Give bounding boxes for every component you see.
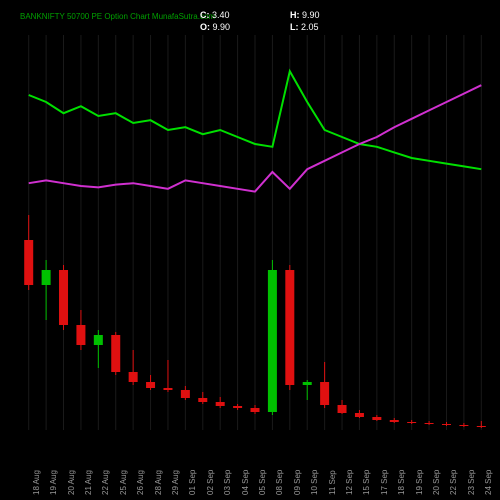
- x-label: 18 Aug: [32, 470, 41, 495]
- candle: [268, 270, 277, 412]
- x-label: 25 Aug: [119, 470, 128, 495]
- candle: [390, 420, 399, 422]
- x-label: 03 Sep: [223, 470, 232, 495]
- ohlc-label: L:: [290, 22, 301, 32]
- x-label: 05 Sep: [258, 470, 267, 495]
- x-label: 21 Aug: [84, 470, 93, 495]
- candle: [146, 382, 155, 388]
- x-label: 09 Sep: [293, 470, 302, 495]
- candle: [407, 422, 416, 423]
- candle: [285, 270, 294, 385]
- x-label: 15 Sep: [362, 470, 371, 495]
- x-label: 10 Sep: [310, 470, 319, 495]
- x-label: 23 Sep: [467, 470, 476, 495]
- x-label: 29 Aug: [171, 470, 180, 495]
- candle: [425, 423, 434, 424]
- chart-root: 18 Aug 19 Aug 20 Aug 21 Aug 22 Aug 25 Aug 26 A…: [0, 0, 500, 500]
- candle: [216, 402, 225, 406]
- ohlc-L: L: 2.05: [290, 22, 319, 32]
- x-label: 22 Sep: [449, 470, 458, 495]
- ohlc-value: 9.90: [302, 10, 320, 20]
- chart-svg: [0, 0, 500, 500]
- ohlc-label: H:: [290, 10, 302, 20]
- ohlc-value: 2.05: [301, 22, 319, 32]
- candle: [111, 335, 120, 372]
- x-label: 18 Sep: [397, 470, 406, 495]
- candle: [42, 270, 51, 285]
- x-label: 11 Sep: [328, 470, 337, 495]
- ohlc-C: C: 3.40: [200, 10, 230, 20]
- x-label: 19 Sep: [415, 470, 424, 495]
- candle: [129, 372, 138, 382]
- candle: [320, 382, 329, 405]
- chart-title: BANKNIFTY 50700 PE Option Chart MunafaSu…: [20, 12, 215, 21]
- candle: [477, 426, 486, 427]
- candle: [442, 424, 451, 425]
- candle: [24, 240, 33, 285]
- candle: [251, 408, 260, 412]
- candle: [59, 270, 68, 325]
- ohlc-value: 3.40: [212, 10, 230, 20]
- candle: [163, 388, 172, 390]
- ohlc-label: O:: [200, 22, 213, 32]
- candle: [233, 406, 242, 408]
- x-label: 02 Sep: [206, 470, 215, 495]
- x-label: 17 Sep: [380, 470, 389, 495]
- ohlc-value: 9.90: [213, 22, 231, 32]
- candle: [94, 335, 103, 345]
- x-label: 28 Aug: [154, 470, 163, 495]
- x-label: 24 Sep: [484, 470, 493, 495]
- candle: [303, 382, 312, 385]
- ohlc-O: O: 9.90: [200, 22, 230, 32]
- ohlc-label: C:: [200, 10, 212, 20]
- candle: [76, 325, 85, 345]
- ohlc-H: H: 9.90: [290, 10, 320, 20]
- x-label: 04 Sep: [241, 470, 250, 495]
- candle: [372, 417, 381, 420]
- candle: [355, 413, 364, 417]
- x-label: 01 Sep: [188, 470, 197, 495]
- x-label: 08 Sep: [275, 470, 284, 495]
- x-label: 12 Sep: [345, 470, 354, 495]
- candle: [198, 398, 207, 402]
- x-label: 20 Sep: [432, 470, 441, 495]
- x-label: 22 Aug: [101, 470, 110, 495]
- x-label: 26 Aug: [136, 470, 145, 495]
- x-label: 19 Aug: [49, 470, 58, 495]
- x-label: 20 Aug: [67, 470, 76, 495]
- candle: [459, 425, 468, 426]
- candle: [338, 405, 347, 413]
- candle: [181, 390, 190, 398]
